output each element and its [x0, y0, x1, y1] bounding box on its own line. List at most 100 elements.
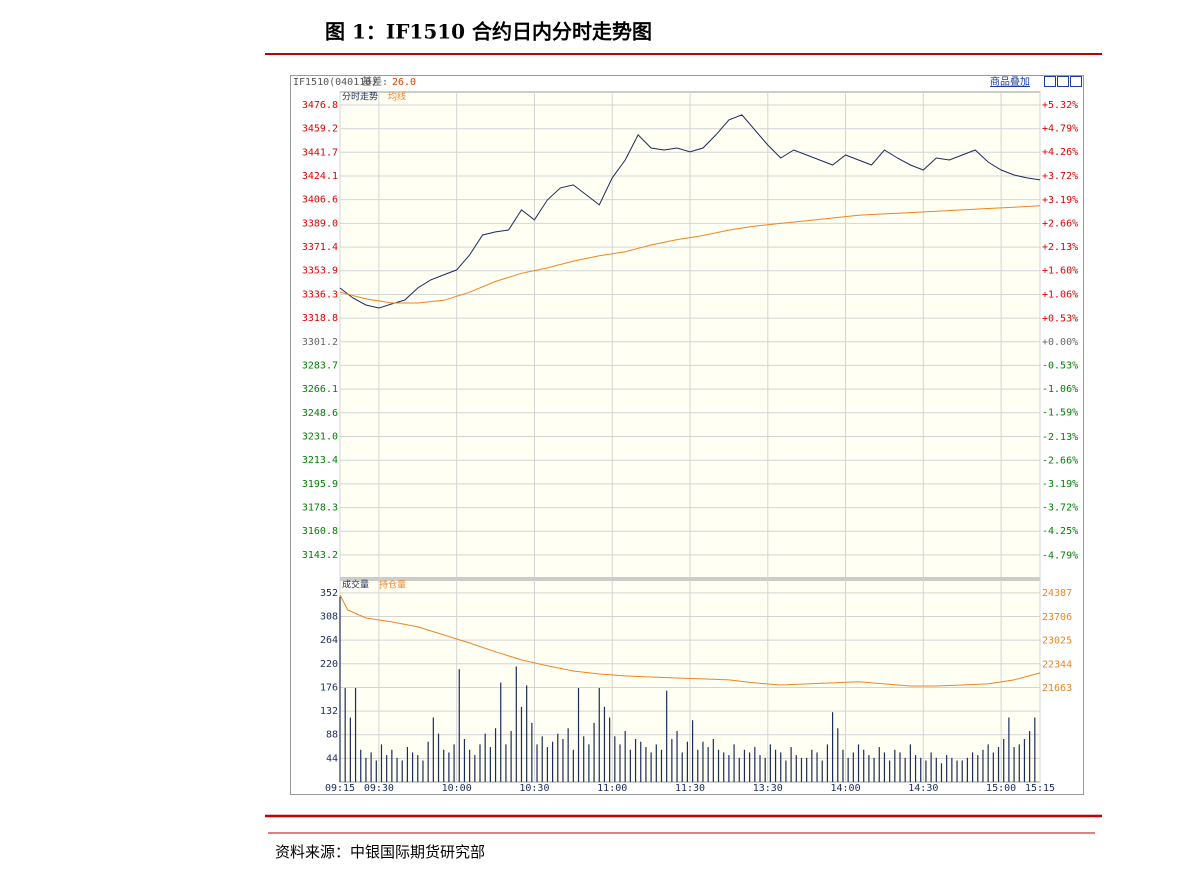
bar [702, 741, 704, 782]
bar [676, 730, 678, 782]
bar [469, 749, 471, 782]
bar [686, 741, 689, 782]
bar [790, 747, 792, 782]
bar [899, 752, 901, 782]
x-tick-label: 11:30 [675, 783, 705, 794]
bar [691, 720, 694, 782]
y-tick-label: 3195.9 [302, 479, 338, 490]
x-tick-label: 14:00 [831, 783, 861, 794]
series-line [339, 205, 1041, 304]
bar [624, 730, 626, 782]
bar [883, 752, 886, 782]
bar [868, 755, 870, 782]
y2-tick-label: +1.06% [1042, 290, 1078, 301]
overlay-link[interactable]: 商品叠加 [990, 75, 1030, 88]
bar [474, 755, 476, 782]
y-tick-label: 132 [320, 706, 338, 717]
bar [551, 741, 554, 782]
bar [640, 741, 642, 782]
bar [971, 752, 974, 782]
bar [1029, 730, 1031, 782]
y2-tick-label: 24387 [1042, 588, 1072, 599]
bar [909, 744, 911, 782]
y2-tick-label: +5.32% [1042, 100, 1078, 111]
y2-tick-label: -3.19% [1042, 479, 1078, 490]
y-tick-label: 220 [320, 659, 338, 670]
bar [593, 722, 595, 782]
legend-entry: 均线 [388, 91, 406, 103]
bar [629, 749, 631, 782]
bar [536, 744, 538, 782]
y2-tick-label: +2.66% [1042, 218, 1078, 229]
bar [365, 757, 367, 782]
bar [930, 752, 932, 782]
y-tick-label: 3301.2 [302, 337, 338, 348]
series-line [339, 594, 1041, 687]
y2-tick-label: +4.26% [1042, 147, 1078, 158]
basis: 26.0 [392, 77, 416, 88]
bar [697, 749, 699, 782]
bar [557, 733, 559, 782]
bar [583, 736, 585, 782]
bar [650, 752, 652, 782]
bar [401, 760, 403, 782]
bar [1003, 739, 1005, 782]
legend-entry: 分时走势 [342, 91, 378, 103]
bar [619, 744, 621, 782]
y-tick-label: 3213.4 [302, 455, 338, 466]
y2-tick-label: +0.53% [1042, 313, 1078, 324]
bar [920, 757, 922, 782]
y-tick-label: 3371.4 [302, 242, 338, 253]
bar [422, 760, 424, 782]
bar [754, 747, 756, 782]
bar [666, 690, 668, 782]
bar [940, 763, 943, 782]
bar [406, 747, 409, 782]
bar [453, 744, 455, 782]
y2-tick-label: -1.59% [1042, 408, 1078, 419]
y-tick-label: 3353.9 [302, 266, 338, 277]
bar [546, 747, 549, 782]
bar [878, 747, 880, 782]
bar [339, 596, 341, 782]
bar [992, 752, 994, 782]
bar [857, 744, 860, 782]
bar [723, 752, 725, 782]
bar [588, 744, 590, 782]
bar [966, 757, 969, 782]
y2-tick-label: -4.25% [1042, 526, 1078, 537]
basis-label: 基差: [362, 75, 388, 88]
bar [458, 669, 460, 782]
window-buttons[interactable] [1044, 76, 1082, 87]
bar [634, 739, 637, 782]
y2-tick-label: 23706 [1042, 612, 1072, 623]
bar [577, 687, 580, 782]
x-tick-label: 09:15 [325, 783, 355, 794]
y-tick-label: 3143.2 [302, 550, 338, 561]
bar [935, 757, 937, 782]
y-tick-label: 3476.8 [302, 100, 338, 111]
bar [660, 749, 663, 782]
bar [774, 749, 777, 782]
bar [344, 687, 346, 782]
bar [733, 744, 735, 782]
x-tick-label: 13:30 [753, 783, 783, 794]
bar [375, 760, 377, 782]
bar [531, 722, 533, 782]
bar [728, 755, 730, 782]
bar [609, 717, 611, 782]
y2-tick-label: -2.66% [1042, 455, 1078, 466]
bar [780, 752, 782, 782]
bar [349, 717, 351, 782]
y2-tick-label: -0.53% [1042, 361, 1078, 372]
y-tick-label: 88 [326, 730, 338, 741]
bar [541, 736, 543, 782]
x-tick-label: 09:30 [364, 783, 394, 794]
bar [764, 757, 766, 782]
bar [961, 760, 963, 782]
bar [863, 749, 865, 782]
bar [510, 730, 512, 782]
y-tick-label: 3160.8 [302, 526, 338, 537]
y-tick-label: 3424.1 [302, 171, 338, 182]
bar [837, 728, 839, 782]
